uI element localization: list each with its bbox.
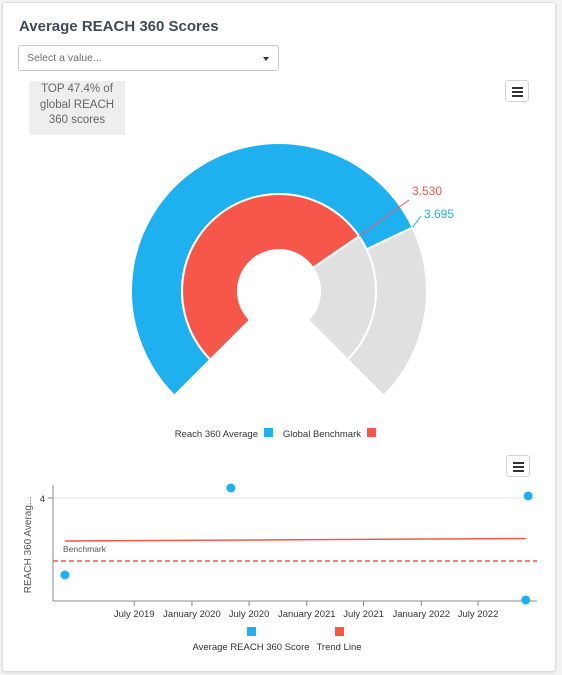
trend-line[interactable] [64, 537, 526, 542]
card-title: Average REACH 360 Scores [19, 18, 219, 35]
benchmark-label-leader [358, 199, 410, 237]
legend-swatch-reach [264, 428, 273, 437]
gauge-menu-button[interactable] [505, 80, 529, 102]
global-benchmark-arc[interactable] [181, 193, 361, 362]
benchmark-label: Benchmark [63, 544, 107, 554]
score-point[interactable] [226, 483, 236, 493]
score-point[interactable] [60, 570, 70, 580]
score-point[interactable] [521, 595, 531, 605]
gauge-chart: 3.530 3.695 Reach 360 Average Global Ben… [130, 142, 454, 440]
score-point[interactable] [523, 491, 533, 501]
x-tick-label: July 2020 [229, 609, 270, 620]
hamburger-menu-icon [512, 87, 523, 89]
legend-swatch-score [247, 627, 256, 636]
hamburger-menu-icon [513, 462, 524, 464]
x-tick-label: January 2022 [392, 609, 450, 620]
score-points [60, 483, 533, 605]
y-axis-title: REACH 360 Averag... [23, 497, 34, 594]
trend-legend: Average REACH 360 Score Trend Line [192, 627, 362, 653]
reach-label-leader [412, 215, 422, 228]
reach-scores-card: Average REACH 360 Scores Select a value.… [2, 2, 556, 672]
trend-chart: REACH 360 Averag... 4 July 2019 January 2… [23, 483, 537, 653]
gauge-legend: Reach 360 Average Global Benchmark [175, 428, 376, 440]
trend-menu-button[interactable] [506, 455, 530, 477]
x-tick-label: July 2019 [114, 609, 155, 620]
value-select[interactable]: Select a value... [18, 45, 279, 71]
legend-label-score[interactable]: Average REACH 360 Score [192, 642, 309, 653]
x-tick-label: January 2021 [278, 609, 336, 620]
chevron-down-icon [263, 57, 269, 61]
reach-data-label: 3.695 [424, 207, 454, 221]
benchmark-track-arc [306, 234, 377, 362]
x-tick-label: January 2020 [163, 609, 221, 620]
y-tick-label: 4 [40, 494, 45, 505]
legend-swatch-benchmark [367, 428, 376, 437]
x-tick-label: July 2022 [458, 609, 499, 620]
value-select-placeholder: Select a value... [27, 52, 102, 64]
legend-swatch-trend [335, 627, 344, 636]
legend-label-trend[interactable]: Trend Line [316, 642, 361, 653]
percentile-stat: TOP 47.4% of global REACH 360 scores [29, 81, 125, 135]
legend-label-benchmark[interactable]: Global Benchmark [283, 429, 361, 440]
benchmark-data-label: 3.530 [412, 184, 442, 198]
legend-label-reach[interactable]: Reach 360 Average [175, 429, 258, 440]
x-tick-label: July 2021 [343, 609, 384, 620]
x-axis-ticks: July 2019 January 2020 July 2020 January 20… [114, 601, 498, 620]
